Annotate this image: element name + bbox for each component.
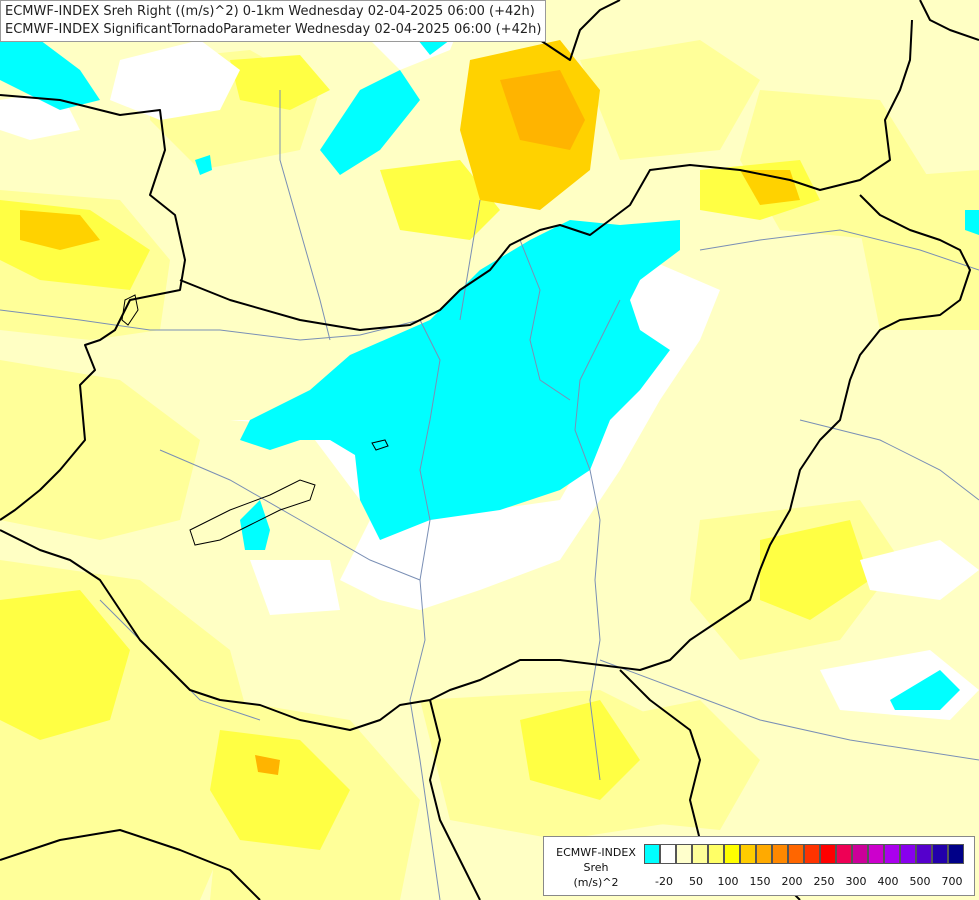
legend-swatch [852,844,868,864]
legend-tick-label: 150 [749,875,771,888]
legend-swatch [932,844,948,864]
legend-tick-label: 200 [781,875,803,888]
legend-swatch [884,844,900,864]
sreh-orange [255,70,585,775]
legend-tick-label: 700 [941,875,963,888]
map-title-box: ECMWF-INDEX Sreh Right ((m/s)^2) 0-1km W… [0,0,547,42]
legend-unit: (m/s)^2 [573,876,619,889]
legend-swatch [916,844,932,864]
legend-tick-label: 300 [845,875,867,888]
legend-swatch [868,844,884,864]
legend-swatch [836,844,852,864]
legend-swatch [756,844,772,864]
legend-swatch [900,844,916,864]
legend-swatch [772,844,788,864]
legend-param: Sreh [583,861,609,874]
legend-swatch [788,844,804,864]
legend-swatch [708,844,724,864]
title-line-sreh: ECMWF-INDEX Sreh Right ((m/s)^2) 0-1km W… [5,4,535,19]
sreh-light-yellow [0,40,979,900]
legend-tick-label: 100 [717,875,739,888]
legend-swatch [740,844,756,864]
sreh-cyan [0,20,979,710]
legend-tick-label: 400 [877,875,899,888]
legend-swatch [692,844,708,864]
legend-tick-label: -20 [655,875,673,888]
legend-swatch [948,844,964,864]
legend-tick-label: 500 [909,875,931,888]
legend-swatch [660,844,676,864]
lakes [121,294,389,546]
legend-swatches [644,844,964,864]
legend-model: ECMWF-INDEX [556,846,636,859]
legend-ticks: -20 50 100 150 200 250 300 400 500 700 [644,875,974,891]
legend-swatch [820,844,836,864]
legend-swatch [644,844,660,864]
legend-title: ECMWF-INDEX Sreh (m/s)^2 [548,845,644,890]
legend-swatch [804,844,820,864]
color-legend: ECMWF-INDEX Sreh (m/s)^2 -20 50 100 150 200 2… [543,836,975,896]
legend-tick-label: 250 [813,875,835,888]
legend-swatch [724,844,740,864]
title-line-stp: ECMWF-INDEX SignificantTornadoParameter … [5,22,542,37]
legend-tick-label: 50 [689,875,703,888]
legend-swatch [676,844,692,864]
rivers [0,90,979,900]
